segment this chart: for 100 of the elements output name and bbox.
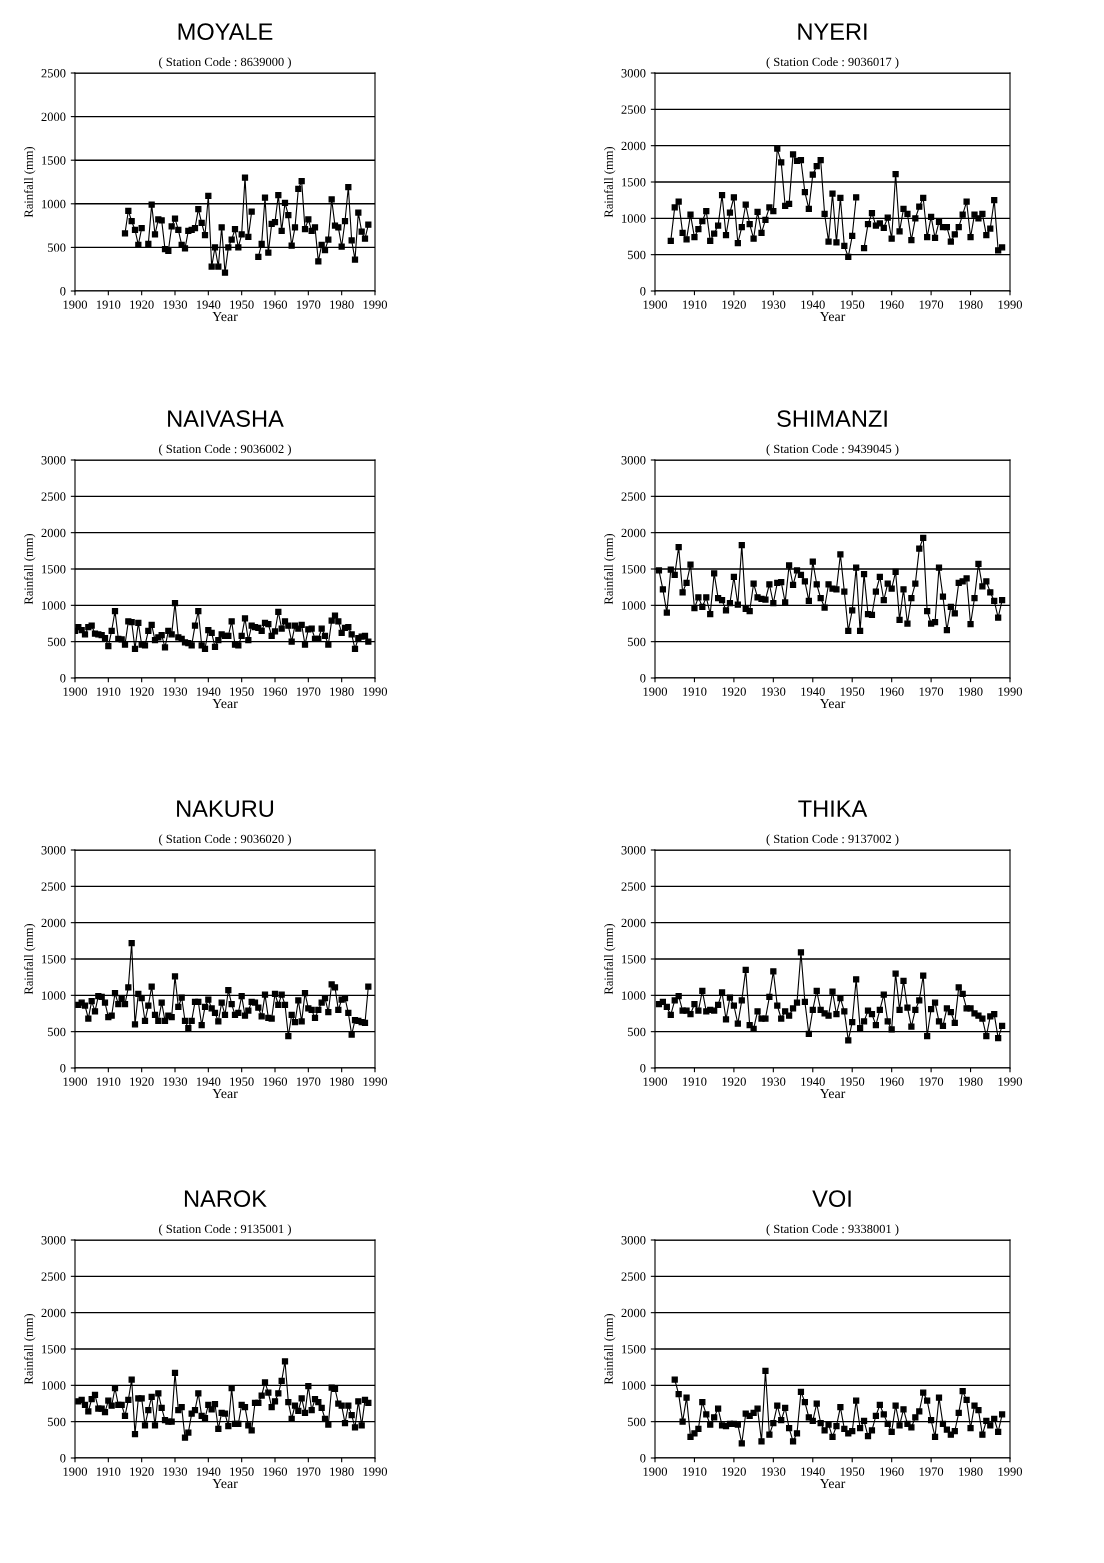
x-tick-label: 1930 (761, 1077, 786, 1086)
x-tick-label: 1960 (880, 300, 904, 309)
chart-subtitle: ( Station Code : 9137002 ) (766, 834, 899, 846)
y-tick-label: 2000 (41, 112, 66, 122)
y-tick-label: 0 (640, 1064, 646, 1073)
x-tick-label: 1930 (163, 300, 188, 309)
x-tick-label: 1980 (959, 687, 983, 696)
x-tick-label: 1960 (880, 1077, 904, 1086)
x-tick-label: 1920 (130, 1467, 154, 1476)
x-tick-label: 1960 (263, 1077, 288, 1086)
y-tick-label: 3000 (41, 846, 66, 855)
y-tick-label: 1000 (622, 601, 646, 610)
chart-subtitle: ( Station Code : 9439045 ) (766, 444, 899, 456)
chart-title: SHIMANZI (777, 410, 887, 427)
y-tick-label: 0 (640, 674, 646, 683)
x-tick-label: 1930 (761, 300, 786, 309)
x-tick-label: 1900 (63, 1467, 88, 1476)
x-tick-label: 1920 (130, 687, 154, 696)
y-axis-title: Rainfall (mm) (603, 1313, 616, 1385)
x-tick-label: 1900 (63, 300, 88, 309)
x-axis-title: Year (212, 698, 238, 709)
x-tick-label: 1970 (919, 300, 944, 309)
x-tick-label: 1940 (801, 300, 825, 309)
y-tick-label: 0 (640, 1454, 646, 1463)
y-tick-label: 1500 (42, 1345, 66, 1354)
y-tick-label: 500 (627, 250, 646, 260)
x-tick-label: 1960 (880, 687, 904, 696)
y-tick-label: 0 (60, 674, 66, 683)
y-tick-label: 2500 (41, 69, 66, 78)
chart-subtitle: ( Station Code : 9135001 ) (159, 1224, 291, 1236)
x-tick-label: 1990 (363, 300, 388, 309)
x-tick-label: 1950 (230, 300, 254, 309)
x-tick-label: 1920 (722, 1467, 746, 1476)
y-tick-label: 2500 (621, 1272, 646, 1281)
x-tick-label: 1990 (363, 687, 388, 696)
x-tick-label: 1970 (296, 1467, 321, 1476)
chart-subtitle: ( Station Code : 9036017 ) (766, 57, 899, 69)
x-tick-label: 1990 (998, 1077, 1023, 1086)
x-tick-label: 1920 (130, 1077, 154, 1086)
x-tick-label: 1940 (196, 1077, 221, 1086)
y-tick-label: 3000 (621, 456, 646, 465)
x-tick-label: 1910 (683, 1467, 707, 1476)
y-tick-label: 3000 (621, 69, 646, 78)
x-tick-label: 1910 (96, 1467, 121, 1476)
y-tick-label: 1500 (622, 1345, 646, 1354)
x-tick-label: 1990 (363, 1467, 388, 1476)
y-axis-title: Rainfall (mm) (23, 533, 36, 605)
x-tick-label: 1950 (840, 687, 865, 696)
x-tick-label: 1950 (230, 687, 254, 696)
y-tick-label: 2000 (621, 1308, 646, 1318)
x-tick-label: 1960 (263, 300, 288, 309)
y-tick-label: 500 (47, 1417, 66, 1427)
chart-title: NYERI (798, 23, 867, 40)
y-tick-label: 1500 (622, 178, 646, 187)
x-tick-label: 1920 (722, 300, 746, 309)
y-tick-label: 2000 (41, 918, 66, 928)
x-tick-label: 1980 (959, 300, 983, 309)
y-tick-label: 3000 (621, 1236, 646, 1245)
y-tick-label: 2000 (621, 918, 646, 928)
chart-subtitle: ( Station Code : 9036002 ) (159, 444, 291, 456)
x-tick-label: 1950 (230, 1077, 254, 1086)
chart-subtitle: ( Station Code : 8639000 ) (159, 57, 291, 69)
y-tick-label: 1000 (42, 601, 66, 610)
x-tick-label: 1910 (96, 300, 121, 309)
y-tick-label: 2000 (621, 141, 646, 151)
x-tick-label: 1940 (196, 687, 221, 696)
y-tick-label: 1000 (42, 1381, 66, 1390)
x-axis-title: Year (819, 698, 846, 709)
x-tick-label: 1980 (330, 1077, 354, 1086)
x-tick-label: 1910 (683, 687, 707, 696)
x-tick-label: 1970 (919, 1467, 944, 1476)
x-tick-label: 1930 (163, 687, 188, 696)
x-tick-label: 1980 (330, 687, 354, 696)
x-tick-label: 1930 (163, 1077, 188, 1086)
x-tick-label: 1910 (683, 300, 707, 309)
x-tick-label: 1940 (196, 1467, 221, 1476)
chart-title: THIKA (798, 800, 868, 817)
x-tick-label: 1930 (163, 1467, 188, 1476)
x-tick-label: 1990 (998, 1467, 1023, 1476)
x-tick-label: 1990 (363, 1077, 388, 1086)
y-tick-label: 0 (60, 287, 66, 296)
x-axis-title: Year (819, 1088, 846, 1099)
y-tick-label: 1500 (42, 565, 66, 574)
x-tick-label: 1900 (643, 687, 668, 696)
y-tick-label: 2500 (621, 492, 646, 501)
x-tick-label: 1980 (330, 300, 354, 309)
x-tick-label: 1900 (63, 1077, 88, 1086)
y-axis-title: Rainfall (mm) (23, 923, 36, 995)
x-tick-label: 1960 (880, 1467, 904, 1476)
y-tick-label: 1000 (42, 991, 66, 1000)
chart-title: MOYALE (178, 23, 273, 40)
x-axis-title: Year (819, 1478, 846, 1489)
y-tick-label: 2500 (621, 105, 646, 114)
x-axis-title: Year (819, 311, 846, 322)
y-tick-label: 0 (640, 287, 646, 296)
y-tick-label: 500 (47, 637, 66, 647)
y-axis-title: Rainfall (mm) (603, 533, 616, 605)
x-tick-label: 1900 (643, 1467, 668, 1476)
x-tick-label: 1910 (96, 687, 121, 696)
chart-title: NAKURU (177, 800, 274, 817)
